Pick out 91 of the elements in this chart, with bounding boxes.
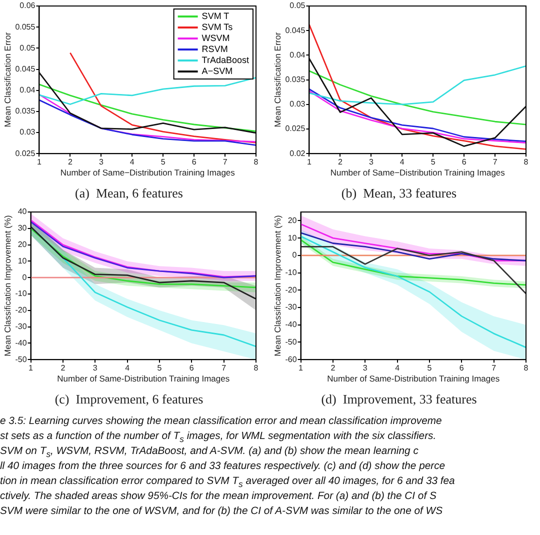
y-tick-label: -10	[15, 289, 28, 298]
y-tick-label: -40	[285, 320, 298, 330]
y-tick-label: 0.055	[15, 22, 36, 32]
x-tick-label: 3	[368, 158, 374, 167]
y-tick-label: 20	[18, 240, 28, 250]
x-tick-label: 6	[459, 364, 464, 373]
y-tick-label: 10	[288, 233, 298, 242]
x-tick-label: 6	[192, 158, 197, 167]
text: (c) Improvement, 6 features	[54, 392, 204, 407]
y-tick-label: -20	[285, 285, 298, 294]
x-tick-label: 1	[298, 364, 304, 373]
y-tick-label: -20	[15, 306, 28, 315]
x-tick-label: 3	[98, 158, 104, 167]
x-tick-label: 5	[430, 158, 436, 167]
y-tick-label: -60	[285, 354, 298, 364]
text: (d) Improvement, 33 features	[321, 392, 477, 407]
x-tick-label: 8	[254, 364, 259, 373]
x-tick-label: 5	[427, 364, 432, 373]
x-tick-label: 4	[400, 158, 405, 167]
x-tick-label: 4	[395, 364, 400, 373]
y-axis-title: Mean Classification Error	[272, 32, 282, 128]
y-tick-label: -50	[15, 354, 28, 364]
y-tick-label: 0.04	[20, 86, 36, 95]
x-tick-label: 1	[306, 158, 312, 167]
x-tick-label: 2	[330, 364, 336, 373]
x-axis-title: Number of Same−Distribution Training Images	[330, 168, 505, 178]
y-tick-label: 0.025	[15, 148, 36, 158]
x-axis-title: Number of Same-Distribution Training Images	[327, 374, 500, 384]
x-tick-label: 4	[130, 158, 135, 167]
text: e 3.5: Learning curves showing the mean classification error and mean classification improveme	[0, 415, 443, 429]
x-tick-label: 2	[68, 158, 73, 167]
y-tick-label: -40	[15, 338, 28, 348]
y-tick-label: 0.035	[15, 106, 36, 116]
x-tick-label: 8	[524, 158, 529, 167]
x-tick-label: 3	[362, 364, 368, 373]
legend-label: SVM Ts	[202, 22, 234, 32]
y-tick-label: 0.025	[285, 124, 306, 134]
y-tick-label: 0.045	[285, 26, 306, 35]
legend-label: WSVM	[202, 32, 230, 43]
y-tick-label: 0.04	[290, 50, 306, 60]
text: st sets as a function of the number of T$_{s}$ images, for WML segmentation with the six classifiers.	[0, 430, 438, 444]
y-axis-title: Mean Classification Improvement (%)	[272, 215, 282, 356]
legend-label: SVM T	[202, 10, 230, 21]
text: tion in mean classification error compared to SVM T$_{s}$ averaged over all 40 images, for 6 and 33 fea	[0, 475, 456, 490]
x-tick-label: 8	[254, 158, 259, 167]
x-tick-label: 3	[92, 364, 98, 373]
x-tick-label: 7	[492, 364, 497, 373]
x-tick-label: 5	[157, 364, 162, 373]
y-tick-label: 40	[18, 207, 28, 216]
legend-label: TrAdaBoost	[202, 54, 250, 65]
y-tick-label: 0.05	[20, 43, 36, 52]
y-tick-label: -10	[285, 268, 298, 277]
text: SVM on T$_{s}$, WSVM, RSVM, TrAdaBoost, and A-SVM. (a) and (b) show the mean learning c	[0, 445, 420, 460]
x-tick-label: 7	[492, 158, 498, 167]
y-tick-label: 0	[22, 272, 28, 282]
y-tick-label: 0.02	[290, 148, 306, 158]
x-axis-title: Number of Same-Distribution Training Images	[57, 374, 230, 384]
y-tick-label: 0.03	[290, 100, 306, 109]
text: ctively. The shaded areas show 95%-CIs for the mean improvement. For (a) and (b) the CI of S	[0, 490, 438, 504]
y-axis-title: Mean Classification Improvement (%)	[2, 215, 12, 356]
legend-label: RSVM	[202, 44, 228, 54]
y-tick-label: 30	[18, 224, 28, 233]
legend-label: A−SVM	[202, 66, 233, 76]
x-tick-label: 2	[338, 158, 343, 167]
x-tick-label: 7	[222, 158, 228, 167]
y-tick-label: 0.03	[20, 128, 36, 137]
x-axis-title: Number of Same−Distribution Training Images	[60, 168, 235, 178]
y-tick-label: -30	[15, 322, 28, 332]
x-tick-label: 2	[60, 364, 66, 373]
y-tick-label: 10	[18, 256, 28, 266]
text: SVM were similar to the one of WSVM, and for (b) the CI of A-SVM was similar to the one of WS	[0, 505, 444, 519]
text: (a) Mean, 6 features	[75, 186, 183, 201]
y-tick-label: 0.06	[20, 1, 36, 10]
y-tick-label: 0.045	[15, 64, 36, 74]
y-axis-title: Mean Classification Error	[2, 32, 12, 128]
text: ll 40 images from the three sources for 6 and 33 features respectively. (c) and (d) show the perce	[0, 460, 446, 474]
y-tick-label: -30	[285, 302, 298, 312]
text: (b) Mean, 33 features	[341, 186, 457, 201]
x-tick-label: 5	[160, 158, 166, 167]
x-tick-label: 6	[462, 158, 467, 167]
x-tick-label: 7	[222, 364, 227, 373]
x-tick-label: 8	[524, 364, 529, 373]
y-tick-label: 0.05	[290, 1, 306, 10]
x-tick-label: 1	[36, 158, 42, 167]
x-tick-label: 6	[189, 364, 194, 373]
y-tick-label: 20	[288, 216, 298, 225]
x-tick-label: 4	[125, 364, 130, 373]
y-tick-label: 0	[292, 250, 298, 260]
y-tick-label: -50	[285, 337, 298, 346]
y-tick-label: 0.035	[285, 75, 306, 84]
x-tick-label: 1	[28, 364, 34, 373]
